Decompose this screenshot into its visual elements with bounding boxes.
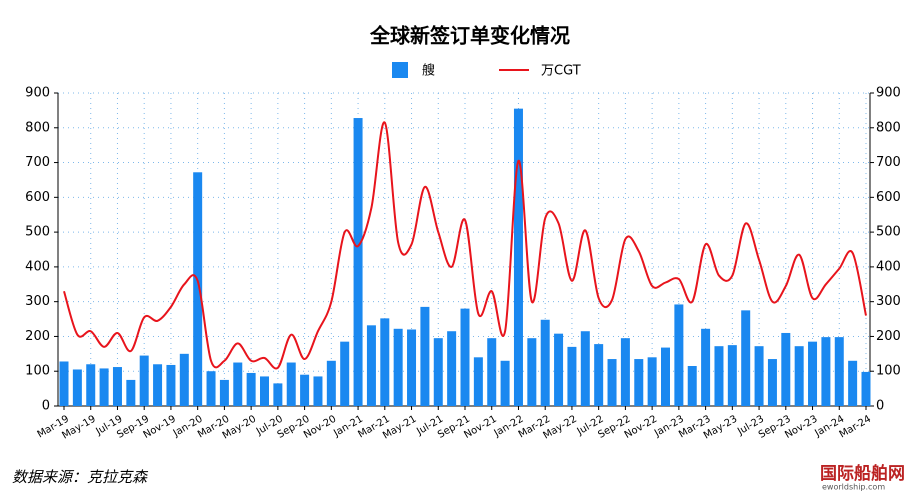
y-tick-label: 300 <box>25 294 50 309</box>
bar <box>179 353 189 406</box>
bar <box>407 329 417 406</box>
bar <box>848 360 858 406</box>
bar <box>313 376 323 406</box>
bar <box>714 346 724 406</box>
bar <box>821 337 831 406</box>
y2-tick-label: 900 <box>876 86 901 101</box>
y-tick-label: 700 <box>25 155 50 170</box>
bar <box>433 338 443 406</box>
bar <box>246 372 256 406</box>
line <box>63 121 867 370</box>
bar <box>607 359 617 406</box>
bar <box>126 379 136 406</box>
bar <box>72 369 82 406</box>
bar <box>353 118 363 406</box>
y-tick-label: 200 <box>25 329 50 344</box>
bar <box>701 328 711 406</box>
bar <box>273 383 283 406</box>
bar <box>420 306 430 406</box>
bar <box>166 364 176 406</box>
bar <box>834 337 844 406</box>
bar <box>86 364 96 406</box>
watermark: 国际船舶网 <box>820 463 905 484</box>
bar <box>233 362 243 406</box>
bar <box>286 362 296 406</box>
bar <box>647 357 657 406</box>
bar <box>661 347 670 406</box>
y2-tick-label: 800 <box>876 120 901 135</box>
legend-label: 艘 <box>422 63 435 79</box>
y-tick-label: 0 <box>42 399 50 414</box>
bar <box>487 338 497 406</box>
bar <box>554 333 564 406</box>
y2-tick-label: 400 <box>876 259 901 274</box>
y-tick-label: 900 <box>25 86 50 101</box>
y-tick-label: 600 <box>25 190 50 205</box>
bar <box>540 319 550 406</box>
bar <box>674 304 684 406</box>
y-tick-label: 800 <box>25 120 50 135</box>
y2-tick-label: 500 <box>876 225 901 240</box>
bar <box>861 371 871 406</box>
bar <box>447 331 457 406</box>
bar <box>460 308 470 406</box>
bar <box>741 310 751 406</box>
bar <box>193 172 203 406</box>
bar <box>580 331 590 406</box>
legend-swatch <box>392 62 408 78</box>
y2-tick-label: 200 <box>876 329 901 344</box>
y-tick-label: 100 <box>25 364 50 379</box>
bar <box>366 325 376 406</box>
bar <box>153 364 163 406</box>
y-tick-label: 400 <box>25 259 50 274</box>
y2-tick-label: 0 <box>876 399 884 414</box>
bar <box>380 318 390 406</box>
bar <box>527 338 537 406</box>
bar <box>754 346 764 406</box>
bar <box>794 346 804 406</box>
y2-tick-label: 100 <box>876 364 901 379</box>
bar <box>808 341 818 406</box>
y2-tick-label: 700 <box>876 155 901 170</box>
source-note: 数据来源：克拉克森 <box>12 468 149 486</box>
bar <box>500 360 510 406</box>
bar <box>219 379 229 406</box>
bar <box>393 328 403 406</box>
legend-label: 万CGT <box>541 64 581 79</box>
y2-tick-label: 300 <box>876 294 901 309</box>
bar <box>567 346 577 406</box>
bar <box>513 108 523 407</box>
bar <box>206 371 216 406</box>
bar <box>727 345 737 406</box>
watermark-url: eworldship.com <box>822 483 885 492</box>
chart-title: 全球新签订单变化情况 <box>369 24 570 48</box>
bar <box>594 344 604 406</box>
y-tick-label: 500 <box>25 225 50 240</box>
bar <box>620 338 630 406</box>
bar <box>326 360 336 406</box>
bar <box>473 357 483 406</box>
bar <box>781 332 791 406</box>
y2-tick-label: 600 <box>876 190 901 205</box>
bar <box>59 361 69 406</box>
bar <box>634 359 644 406</box>
bar <box>260 376 269 406</box>
bar <box>139 355 149 406</box>
bar <box>99 368 109 406</box>
bar <box>767 359 777 406</box>
bar <box>340 341 350 406</box>
bar <box>300 374 310 406</box>
bar <box>687 366 697 406</box>
bar <box>112 367 122 406</box>
